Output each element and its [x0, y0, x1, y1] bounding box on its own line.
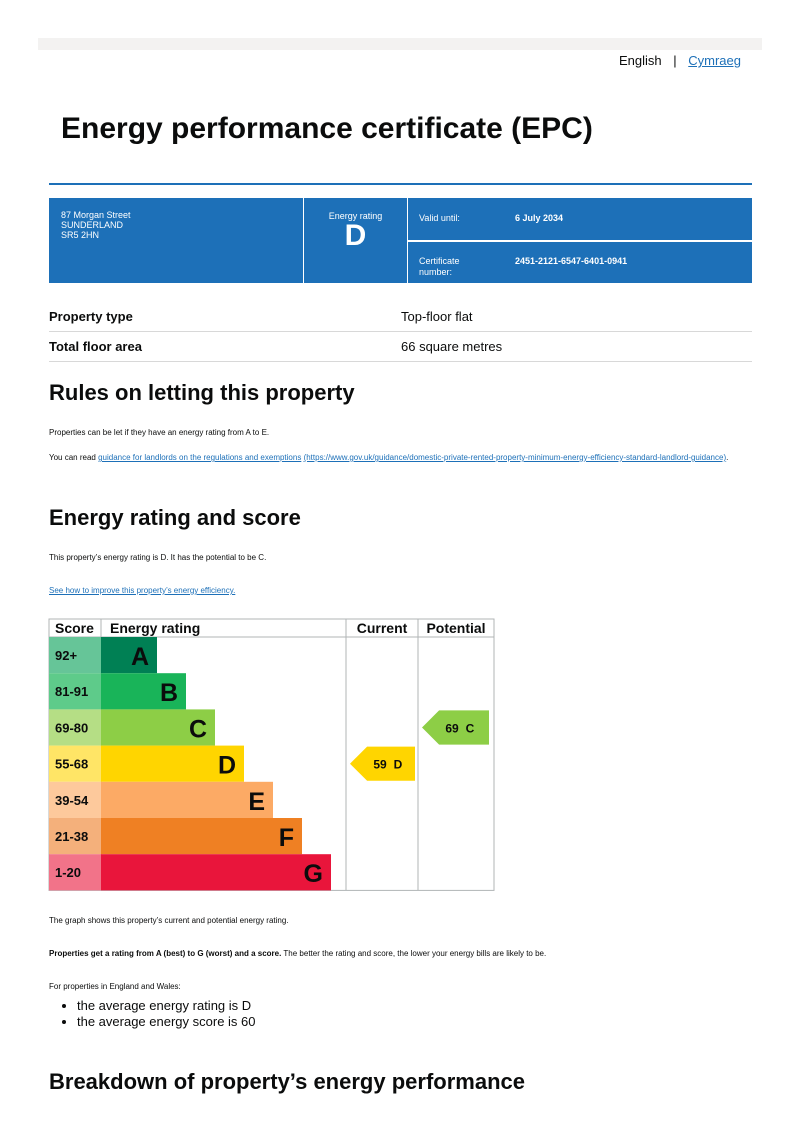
arrow-score: 69 [445, 721, 459, 735]
score-range: 39-54 [55, 793, 89, 808]
rating-arrow [422, 710, 489, 745]
rating-bar [101, 637, 157, 674]
text: . [726, 453, 729, 462]
link[interactable]: guidance for landlords on the regulation… [98, 453, 302, 462]
rating-bar [101, 709, 215, 746]
rating-letter: D [344, 219, 367, 252]
cert-label: Certificate number: [419, 256, 460, 277]
separator: | [673, 53, 677, 68]
rating-bar [101, 781, 273, 818]
paragraph: The graph shows this property’s current … [49, 916, 289, 925]
score-cell [49, 854, 101, 891]
row-label: Total floor area [49, 339, 142, 354]
address-cell: 87 Morgan Street SUNDERLAND SR5 2HN [49, 198, 303, 283]
rating-letter: C [189, 715, 207, 743]
address-line: SR5 2HN [61, 230, 100, 240]
rating-letter: F [279, 824, 294, 852]
link[interactable]: See how to improve this property’s energ… [49, 586, 236, 595]
rating-letter: E [248, 788, 265, 816]
paragraph: You can read guidance for landlords on t… [49, 452, 749, 463]
language-link[interactable]: Cymraeg [688, 53, 741, 68]
bullet-list: the average energy rating is D the avera… [49, 998, 256, 1030]
paragraph: Properties can be let if they have an en… [49, 428, 270, 437]
rating-label: Energy rating [328, 211, 383, 221]
score-cell [49, 637, 101, 674]
column-header: Potential [426, 620, 485, 636]
rating-letter: G [304, 860, 323, 888]
bullet: the average energy rating is D [77, 998, 256, 1014]
cert-number: 2451-2121-6547-6401-0941 [515, 256, 628, 266]
score-range: 81-91 [55, 684, 88, 699]
rating-bar [101, 854, 331, 891]
valid-label: Valid until: [419, 213, 460, 223]
rating-bar [101, 818, 302, 855]
row-value: 66 square metres [401, 339, 503, 354]
text: The better the rating and score, the low… [281, 949, 547, 958]
page-title: Energy performance certificate (EPC) [61, 112, 593, 145]
cert-cell: Certificate number: 2451-2121-6547-6401-… [408, 242, 752, 283]
paragraph: Properties get a rating from A (best) to… [49, 948, 749, 959]
column-header: Score [55, 620, 94, 636]
score-cell [49, 781, 101, 818]
score-cell [49, 709, 101, 746]
score-cell [49, 818, 101, 855]
rating-arrow [350, 746, 415, 781]
rating-bar [101, 673, 186, 710]
link-url[interactable]: (https://www.gov.uk/guidance/domestic-pr… [303, 453, 727, 462]
score-range: 92+ [55, 648, 77, 663]
score-range: 21-38 [55, 829, 88, 844]
rule [49, 183, 752, 185]
address-line: SUNDERLAND [61, 220, 124, 230]
column-header: Energy rating [110, 620, 200, 636]
heading: Energy rating and score [49, 505, 301, 530]
top-bar [38, 38, 762, 50]
bold-text: Properties get a rating from A (best) to… [49, 949, 282, 958]
paragraph: This property’s energy rating is D. It h… [49, 553, 267, 562]
property-row: Total floor area 66 square metres [49, 331, 752, 362]
language-switch: English | Cymraeg [619, 53, 741, 68]
paragraph: See how to improve this property’s energ… [49, 585, 749, 596]
rating-bar [101, 745, 244, 782]
score-range: 69-80 [55, 720, 88, 735]
score-cell [49, 745, 101, 782]
arrow-band: C [466, 721, 475, 735]
rating-letter: B [160, 679, 178, 707]
bullet: the average energy score is 60 [77, 1014, 256, 1030]
arrow-score: 59 [373, 758, 387, 772]
epc-chart: Score Energy rating Current Potential 92+ A 81… [48, 618, 495, 891]
arrow-band: D [394, 758, 403, 772]
rating-letter: D [218, 752, 236, 780]
score-range: 55-68 [55, 757, 88, 772]
text: You can read [49, 453, 99, 462]
heading: Rules on letting this property [49, 380, 355, 405]
score-cell [49, 673, 101, 710]
valid-date: 6 July 2034 [515, 213, 564, 223]
rating-letter: A [131, 643, 149, 671]
valid-cell: Valid until: 6 July 2034 [408, 198, 752, 240]
column-header: Current [357, 620, 408, 636]
language: English [618, 53, 662, 68]
row-label: Property type [49, 309, 133, 324]
rating-cell: Energy rating D [304, 198, 407, 283]
heading: Breakdown of property’s energy performan… [49, 1069, 525, 1094]
property-row: Property type Top-floor flat [49, 301, 752, 332]
address-line: 87 Morgan Street [61, 210, 131, 220]
score-range: 1-20 [55, 865, 81, 880]
paragraph: For properties in England and Wales: [49, 982, 181, 991]
row-value: Top-floor flat [401, 309, 473, 324]
